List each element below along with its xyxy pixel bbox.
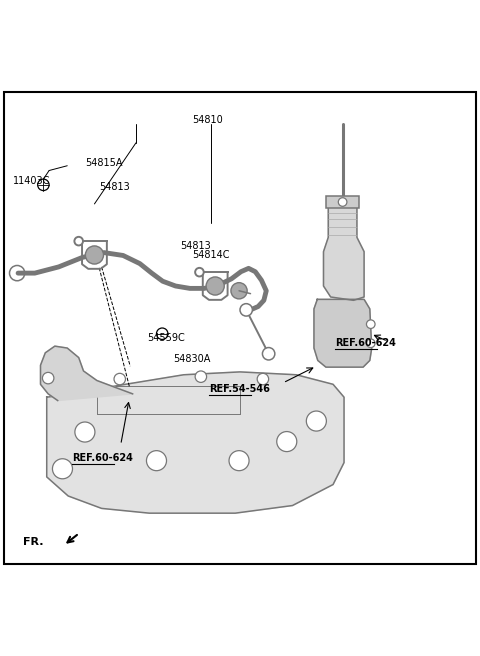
Circle shape [338,197,347,206]
Circle shape [257,373,269,385]
Circle shape [146,451,167,471]
Text: 54815A: 54815A [85,158,122,169]
Text: REF.54-546: REF.54-546 [209,384,270,394]
Circle shape [156,328,168,339]
Circle shape [37,179,49,190]
Circle shape [306,411,326,431]
Circle shape [195,371,206,382]
Circle shape [263,348,275,360]
Circle shape [277,432,297,451]
Circle shape [229,451,249,471]
Circle shape [85,246,104,264]
Circle shape [52,459,72,479]
Text: REF.60-624: REF.60-624 [72,453,133,462]
Text: 54814C: 54814C [192,251,230,260]
Circle shape [195,268,204,276]
Polygon shape [314,299,372,367]
Circle shape [366,320,375,329]
Text: 54830A: 54830A [173,354,211,363]
Circle shape [75,422,95,442]
Text: 54813: 54813 [180,241,211,251]
Text: REF.60-624: REF.60-624 [336,338,396,348]
Text: 11403C: 11403C [13,176,51,186]
Circle shape [366,339,375,348]
Text: 54813: 54813 [99,182,130,192]
Text: 54559C: 54559C [147,333,185,344]
Circle shape [42,373,54,384]
Polygon shape [324,206,364,300]
Circle shape [206,277,224,295]
FancyBboxPatch shape [326,195,360,208]
Circle shape [74,237,83,245]
Polygon shape [40,346,132,401]
Circle shape [231,283,247,299]
Circle shape [240,304,252,316]
Circle shape [114,373,125,385]
Polygon shape [47,372,344,513]
Text: FR.: FR. [23,537,43,547]
Text: 54810: 54810 [192,115,223,125]
